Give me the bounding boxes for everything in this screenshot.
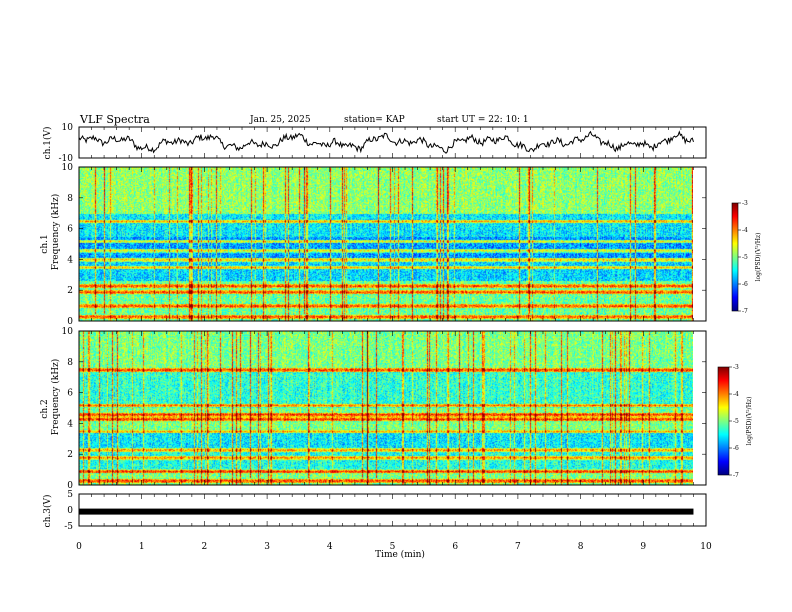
y-tick-label-4: 4 bbox=[67, 255, 73, 265]
figure-title: VLF Spectra bbox=[79, 113, 150, 126]
ch2-spectrogram-yticks: 0 2 4 6 8 10 bbox=[62, 327, 706, 491]
x-tick-label-7: 7 bbox=[515, 542, 521, 552]
time-axis-ticks: 0 1 2 3 4 5 6 7 8 9 10 bbox=[76, 127, 712, 552]
y-tick-label-2: 2 bbox=[67, 450, 73, 460]
y-tick-label-8: 8 bbox=[67, 194, 73, 204]
y-tick-label-2: 2 bbox=[67, 286, 73, 296]
colorbar-tick-label--5: -5 bbox=[733, 418, 739, 425]
ch2-colorbar-gradient bbox=[718, 367, 729, 475]
colorbar-tick-label--6: -6 bbox=[733, 445, 739, 452]
ch2-spectrogram-panel: 0 2 4 6 8 10 ch.2 Frequency (kHz) bbox=[40, 327, 707, 491]
ch3-waveform-trace bbox=[79, 508, 694, 515]
ch1-spectrogram-ylabel: Frequency (kHz) bbox=[50, 194, 61, 271]
ch1-spectrogram-panel: 0 2 4 6 8 10 ch.1 Frequency (kHz) bbox=[40, 163, 707, 327]
x-tick-label-10: 10 bbox=[700, 542, 712, 552]
colorbar-tick-label--3: -3 bbox=[742, 200, 748, 207]
colorbar-tick-label--7: -7 bbox=[733, 472, 739, 479]
y-tick-label-0: 0 bbox=[67, 317, 73, 327]
y-tick-label-10: 10 bbox=[62, 327, 74, 337]
ch2-colorbar-label: log(PSD)(V²/Hz) bbox=[746, 397, 753, 446]
colorbar-tick-label--5: -5 bbox=[742, 254, 748, 261]
ch1-colorbar-gradient bbox=[732, 203, 738, 311]
figure-date: Jan. 25, 2025 bbox=[249, 115, 311, 125]
figure-station: station= KAP bbox=[344, 115, 405, 125]
ch1-spectrogram-image bbox=[79, 167, 693, 321]
ch3-ytick-bottom: -5 bbox=[64, 522, 73, 532]
x-tick-label-8: 8 bbox=[578, 542, 584, 552]
y-tick-label-6: 6 bbox=[67, 225, 73, 235]
ch2-spectrogram-image bbox=[79, 331, 693, 485]
colorbar-tick-label--4: -4 bbox=[742, 227, 748, 234]
x-tick-label-9: 9 bbox=[640, 542, 646, 552]
colorbar-tick-label--7: -7 bbox=[742, 308, 748, 315]
ch1-colorbar-label: log(PSD)(V²/Hz) bbox=[755, 233, 762, 282]
ch2-spectrogram-ylabel: Frequency (kHz) bbox=[50, 359, 61, 436]
x-tick-label-5: 5 bbox=[390, 542, 396, 552]
colorbar-tick-label--3: -3 bbox=[733, 364, 739, 371]
x-tick-label-6: 6 bbox=[452, 542, 458, 552]
ch1-colorbar: -3 -4 -5 -6 -7 log(PSD)(V²/Hz) bbox=[731, 200, 762, 315]
colorbar-tick-label--6: -6 bbox=[742, 281, 748, 288]
x-tick-label-2: 2 bbox=[202, 542, 208, 552]
figure-start-time: start UT = 22: 10: 1 bbox=[437, 115, 529, 125]
ch2-spectrogram-label: ch.2 bbox=[40, 399, 50, 418]
ch1-waveform-line bbox=[78, 130, 694, 154]
ch3-ytick-top: 5 bbox=[67, 490, 73, 500]
ch1-ytick-bottom: -10 bbox=[59, 154, 74, 164]
colorbar-tick-label--4: -4 bbox=[733, 391, 739, 398]
x-tick-label-4: 4 bbox=[327, 542, 333, 552]
x-tick-label-0: 0 bbox=[76, 542, 82, 552]
y-tick-label-6: 6 bbox=[67, 389, 73, 399]
ch1-colorbar-ticks: -3 -4 -5 -6 -7 bbox=[738, 200, 748, 315]
ch3-ytick-mid: 0 bbox=[67, 506, 73, 516]
y-tick-label-0: 0 bbox=[67, 481, 73, 491]
ch1-ytick-top: 10 bbox=[62, 123, 74, 133]
y-tick-label-8: 8 bbox=[67, 358, 73, 368]
ch1-waveform-ylabel: ch.1(V) bbox=[42, 127, 53, 160]
ch3-waveform-ylabel: ch.3(V) bbox=[42, 495, 53, 528]
y-tick-label-4: 4 bbox=[67, 419, 73, 429]
ch1-spectrogram-label: ch.1 bbox=[40, 234, 50, 253]
ch2-colorbar: -3 -4 -5 -6 -7 log(PSD)(V²/Hz) bbox=[717, 364, 753, 479]
x-tick-label-1: 1 bbox=[139, 542, 145, 552]
ch2-colorbar-ticks: -3 -4 -5 -6 -7 bbox=[729, 364, 739, 479]
x-tick-label-3: 3 bbox=[264, 542, 270, 552]
time-axis-label: Time (min) bbox=[375, 549, 425, 560]
y-tick-label-10: 10 bbox=[62, 163, 74, 173]
ch1-spectrogram-yticks: 0 2 4 6 8 10 bbox=[62, 163, 706, 327]
